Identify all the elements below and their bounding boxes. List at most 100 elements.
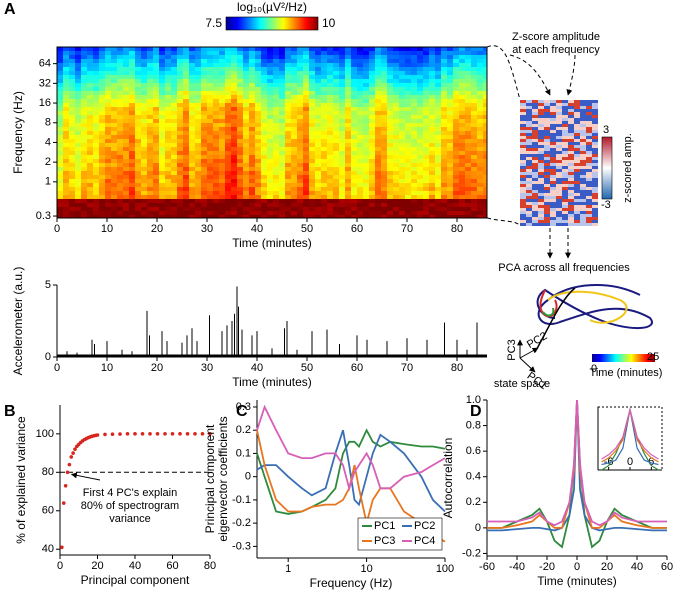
heatmap-cell bbox=[285, 63, 291, 67]
zscore-cell bbox=[550, 127, 556, 130]
heatmap-cell bbox=[471, 111, 477, 115]
heatmap-cell bbox=[177, 163, 183, 167]
heatmap-cell bbox=[231, 111, 237, 115]
heatmap-cell bbox=[117, 175, 123, 179]
heatmap-cell bbox=[129, 187, 135, 191]
x-tick-label: 20 bbox=[601, 561, 613, 573]
heatmap-cell bbox=[69, 207, 75, 211]
x-tick-label: 10 bbox=[101, 223, 113, 235]
zscore-cell bbox=[580, 130, 586, 133]
heatmap-cell bbox=[279, 91, 285, 95]
heatmap-cell bbox=[459, 139, 465, 143]
heatmap-cell bbox=[387, 55, 393, 59]
heatmap-cell bbox=[261, 207, 267, 211]
heatmap-cell bbox=[123, 119, 129, 123]
heatmap-cell bbox=[213, 147, 219, 151]
heatmap-cell bbox=[435, 131, 441, 135]
heatmap-cell bbox=[99, 175, 105, 179]
heatmap-cell bbox=[129, 95, 135, 99]
heatmap-cell bbox=[447, 115, 453, 119]
heatmap-cell bbox=[399, 131, 405, 135]
heatmap-cell bbox=[105, 87, 111, 91]
heatmap-cell bbox=[423, 59, 429, 63]
heatmap-cell bbox=[81, 127, 87, 131]
heatmap-cell bbox=[285, 59, 291, 63]
zscore-cell bbox=[568, 130, 574, 133]
y-tick-label: 1.0 bbox=[466, 394, 481, 406]
heatmap-cell bbox=[369, 159, 375, 163]
heatmap-cell bbox=[291, 95, 297, 99]
heatmap-cell bbox=[105, 147, 111, 151]
heatmap-cell bbox=[255, 151, 261, 155]
heatmap-cell bbox=[123, 163, 129, 167]
heatmap-cell bbox=[93, 207, 99, 211]
y-axis-label: Accelerometer (a.u.) bbox=[11, 267, 25, 376]
heatmap-cell bbox=[117, 179, 123, 183]
heatmap-cell bbox=[75, 147, 81, 151]
heatmap-cell bbox=[303, 107, 309, 111]
point bbox=[126, 432, 130, 436]
heatmap-cell bbox=[411, 75, 417, 79]
heatmap-cell bbox=[57, 211, 63, 215]
heatmap-cell bbox=[399, 151, 405, 155]
heatmap-cell bbox=[135, 75, 141, 79]
heatmap-cell bbox=[219, 55, 225, 59]
point bbox=[111, 432, 115, 436]
heatmap-cell bbox=[183, 195, 189, 199]
zscore-cell bbox=[592, 181, 598, 184]
heatmap-cell bbox=[399, 187, 405, 191]
heatmap-cell bbox=[135, 63, 141, 67]
heatmap-cell bbox=[435, 47, 441, 51]
heatmap-cell bbox=[183, 51, 189, 55]
heatmap-cell bbox=[369, 99, 375, 103]
heatmap-cell bbox=[225, 147, 231, 151]
heatmap-cell bbox=[81, 183, 87, 187]
heatmap-cell bbox=[165, 75, 171, 79]
heatmap-cell bbox=[171, 83, 177, 87]
heatmap-cell bbox=[249, 131, 255, 135]
heatmap-cell bbox=[357, 59, 363, 63]
x-tick-label: 0 bbox=[57, 560, 63, 572]
zscore-cell bbox=[568, 208, 574, 211]
zscore-cell bbox=[550, 190, 556, 193]
heatmap-cell bbox=[195, 191, 201, 195]
heatmap-cell bbox=[405, 127, 411, 131]
heatmap-cell bbox=[117, 83, 123, 87]
heatmap-cell bbox=[279, 147, 285, 151]
zscore-cell bbox=[532, 217, 538, 220]
heatmap-cell bbox=[87, 211, 93, 215]
heatmap-cell bbox=[435, 115, 441, 119]
heatmap-cell bbox=[177, 199, 183, 203]
heatmap-cell bbox=[453, 55, 459, 59]
heatmap-cell bbox=[297, 203, 303, 207]
heatmap-cell bbox=[207, 67, 213, 71]
heatmap-cell bbox=[159, 103, 165, 107]
heatmap-cell bbox=[279, 131, 285, 135]
heatmap-cell bbox=[453, 147, 459, 151]
heatmap-cell bbox=[303, 47, 309, 51]
zscore-cell bbox=[562, 142, 568, 145]
heatmap-cell bbox=[225, 207, 231, 211]
heatmap-cell bbox=[333, 107, 339, 111]
heatmap-cell bbox=[249, 71, 255, 75]
heatmap-cell bbox=[369, 47, 375, 51]
heatmap-cell bbox=[57, 63, 63, 67]
heatmap-cell bbox=[327, 211, 333, 215]
heatmap-cell bbox=[291, 175, 297, 179]
heatmap-cell bbox=[159, 47, 165, 51]
zscore-cell bbox=[532, 115, 538, 118]
heatmap-cell bbox=[375, 59, 381, 63]
zscore-cell bbox=[556, 133, 562, 136]
heatmap-cell bbox=[417, 59, 423, 63]
zscore-cell bbox=[574, 142, 580, 145]
colorbar-label: log₁₀(µV²/Hz) bbox=[237, 0, 307, 14]
heatmap-cell bbox=[435, 179, 441, 183]
heatmap-cell bbox=[255, 127, 261, 131]
heatmap-cell bbox=[321, 175, 327, 179]
heatmap-cell bbox=[423, 51, 429, 55]
heatmap-cell bbox=[117, 207, 123, 211]
heatmap-cell bbox=[429, 175, 435, 179]
heatmap-cell bbox=[423, 75, 429, 79]
heatmap-cell bbox=[435, 55, 441, 59]
heatmap-cell bbox=[63, 135, 69, 139]
